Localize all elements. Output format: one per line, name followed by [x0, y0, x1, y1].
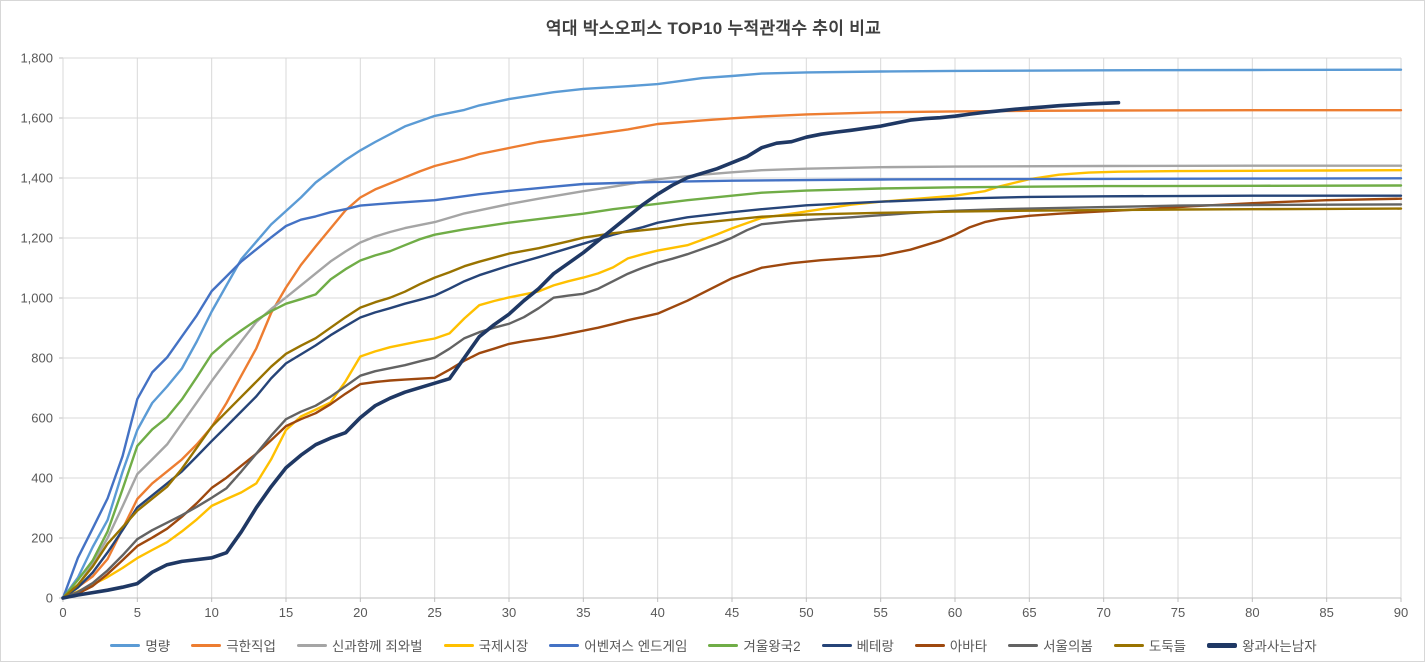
x-axis-label: 20 — [353, 605, 367, 620]
series-line-1 — [61, 108, 1403, 600]
x-axis-label: 45 — [725, 605, 739, 620]
x-axis-label: 65 — [1022, 605, 1036, 620]
x-axis-label: 30 — [502, 605, 516, 620]
y-axis-label: 400 — [31, 471, 53, 486]
y-axis-label: 200 — [31, 531, 53, 546]
series-line-4 — [61, 177, 1403, 600]
x-axis-label: 60 — [948, 605, 962, 620]
legend-line-swatch — [914, 643, 945, 647]
legend-label: 아바타 — [949, 639, 988, 654]
x-axis-label: 85 — [1319, 605, 1333, 620]
legend-label: 도둑들 — [1148, 639, 1187, 654]
legend-label: 극한직업 — [226, 639, 276, 654]
x-axis-label: 75 — [1171, 605, 1185, 620]
legend: 명량 극한직업 신과함께 죄와벌 국제시장 어벤져스 엔드게임 겨울왕국2 베테랑 아바타 서울… — [1, 635, 1424, 655]
x-axis-label: 50 — [799, 605, 813, 620]
y-axis-label: 1,200 — [20, 231, 53, 246]
legend-line-swatch — [110, 643, 141, 647]
x-axis-label: 0 — [59, 605, 66, 620]
x-axis-label: 70 — [1096, 605, 1110, 620]
series-line-0 — [61, 68, 1403, 600]
legend-line-swatch — [708, 643, 739, 647]
x-axis-label: 40 — [650, 605, 664, 620]
legend-line-swatch — [1008, 643, 1039, 647]
legend-label: 어벤져스 엔드게임 — [584, 639, 688, 654]
legend-label: 서울의봄 — [1043, 639, 1093, 654]
series-line-10 — [61, 100, 1121, 600]
legend-label: 겨울왕국2 — [743, 639, 801, 654]
series-line-7 — [61, 197, 1403, 600]
x-axis-label: 90 — [1394, 605, 1408, 620]
legend-item-9[interactable]: 도둑들 — [1113, 635, 1187, 655]
x-axis-label: 10 — [204, 605, 218, 620]
legend-line-swatch — [443, 643, 474, 647]
legend-item-6[interactable]: 베테랑 — [821, 635, 894, 655]
x-axis-label: 25 — [427, 605, 441, 620]
legend-item-2[interactable]: 신과함께 죄와벌 — [296, 635, 423, 655]
legend-item-5[interactable]: 겨울왕국2 — [708, 635, 801, 655]
legend-item-1[interactable]: 극한직업 — [191, 635, 276, 655]
legend-item-4[interactable]: 어벤져스 엔드게임 — [549, 635, 687, 655]
legend-item-3[interactable]: 국제시장 — [443, 635, 529, 655]
legend-line-swatch — [549, 643, 580, 647]
x-axis-label: 80 — [1245, 605, 1259, 620]
y-axis-label: 1,000 — [20, 291, 53, 306]
legend-item-8[interactable]: 서울의봄 — [1008, 635, 1093, 655]
x-axis-label: 5 — [134, 605, 141, 620]
legend-line-swatch — [296, 643, 327, 647]
legend-line-swatch — [191, 643, 222, 647]
legend-line-swatch — [1207, 642, 1238, 648]
y-axis-label: 600 — [31, 411, 53, 426]
chart-title: 역대 박스오피스 TOP10 누적관객수 추이 비교 — [545, 19, 882, 38]
series-line-3 — [61, 168, 1403, 600]
y-axis-label: 800 — [31, 351, 53, 366]
legend-label: 신과함께 죄와벌 — [331, 639, 423, 654]
legend-item-7[interactable]: 아바타 — [914, 635, 988, 655]
series-line-5 — [61, 184, 1403, 600]
legend-label: 국제시장 — [478, 639, 529, 654]
y-axis-label: 1,600 — [20, 111, 53, 126]
x-axis-label: 35 — [576, 605, 590, 620]
legend-line-swatch — [1113, 643, 1144, 647]
legend-label: 명량 — [145, 639, 171, 654]
legend-label: 왕과사는남자 — [1242, 639, 1317, 654]
series-line-8 — [61, 203, 1403, 600]
series-line-2 — [61, 164, 1403, 600]
y-axis-label: 1,400 — [20, 171, 53, 186]
x-axis-label: 15 — [279, 605, 293, 620]
legend-label: 베테랑 — [856, 639, 894, 654]
series-line-9 — [61, 207, 1403, 600]
legend-item-0[interactable]: 명량 — [110, 635, 170, 655]
legend-item-10[interactable]: 왕과사는남자 — [1207, 635, 1317, 655]
x-axis-label: 55 — [873, 605, 887, 620]
y-axis-label: 1,800 — [20, 51, 53, 66]
legend-line-swatch — [821, 643, 852, 647]
y-axis-label: 0 — [46, 591, 53, 606]
